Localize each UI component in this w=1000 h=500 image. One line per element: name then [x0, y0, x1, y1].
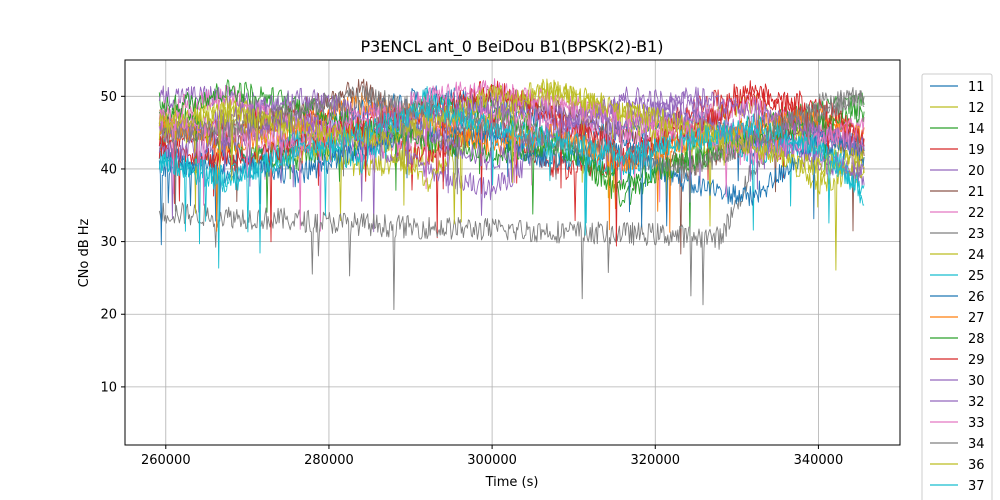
legend-label-27: 27 — [968, 311, 985, 326]
legend-label-29: 29 — [968, 353, 985, 368]
y-tick-label: 30 — [100, 235, 117, 250]
legend-label-19: 19 — [968, 143, 985, 158]
x-tick-label: 320000 — [630, 453, 680, 468]
x-axis-ticks: 260000 280000 300000 320000 340000 — [141, 445, 843, 468]
legend-label-20: 20 — [968, 164, 985, 179]
y-tick-label: 10 — [100, 380, 117, 395]
y-tick-label: 50 — [100, 90, 117, 105]
legend-label-22: 22 — [968, 206, 985, 221]
series-layer — [158, 78, 865, 311]
x-tick-label: 300000 — [467, 453, 517, 468]
y-axis-ticks: 10 20 30 40 50 — [100, 90, 125, 395]
legend-label-21: 21 — [968, 185, 985, 200]
legend-label-37: 37 — [968, 479, 985, 494]
legend-label-14: 14 — [968, 122, 985, 137]
x-tick-label: 280000 — [304, 453, 354, 468]
legend-label-32: 32 — [968, 395, 985, 410]
legend-frame — [921, 73, 993, 500]
legend-label-36: 36 — [968, 458, 985, 473]
legend-label-24: 24 — [968, 248, 985, 263]
legend: 11 12 14 19 20 21 22 23 24 25 26 27 28 29 30 32 33 34 36 37… — [921, 73, 993, 500]
legend-label-23: 23 — [968, 227, 985, 242]
series-line-23 — [158, 86, 865, 311]
legend-label-28: 28 — [968, 332, 985, 347]
series-line-37 — [158, 101, 865, 254]
y-axis-label: CNo dB Hz — [77, 218, 92, 287]
y-tick-label: 40 — [100, 162, 117, 177]
legend-label-26: 26 — [968, 290, 985, 305]
legend-label-34: 34 — [968, 437, 985, 452]
plot-frame — [124, 59, 901, 446]
series-line-36 — [158, 78, 865, 206]
x-tick-label: 340000 — [794, 453, 844, 468]
legend-label-11: 11 — [968, 80, 985, 95]
legend-label-30: 30 — [968, 374, 985, 389]
x-axis-label: Time (s) — [485, 475, 539, 490]
legend-label-25: 25 — [968, 269, 985, 284]
chart-title: P3ENCL ant_0 BeiDou B1(BPSK(2)-B1) — [360, 37, 663, 57]
legend-label-12: 12 — [968, 101, 985, 116]
legend-label-33: 33 — [968, 416, 985, 431]
y-tick-label: 20 — [100, 308, 117, 323]
x-tick-label: 260000 — [141, 453, 191, 468]
